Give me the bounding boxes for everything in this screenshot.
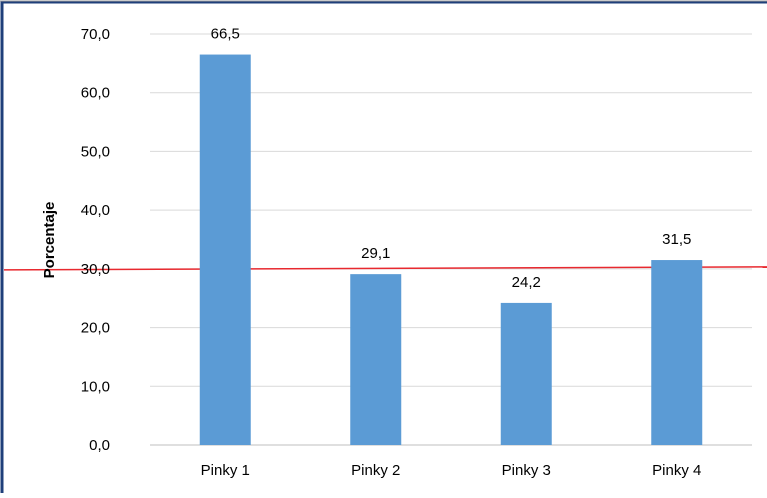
y-axis-ticks: 0,0 10,0 20,0 30,0 40,0 50,0 60,0 70,0: [81, 26, 110, 454]
y-tick-label: 40,0: [81, 202, 110, 219]
reference-line-layer: [3, 266, 767, 271]
y-tick-label: 0,0: [89, 437, 110, 454]
y-tick-label: 30,0: [81, 261, 110, 278]
bar: [350, 274, 402, 445]
data-label: 31,5: [662, 231, 691, 248]
y-tick-label: 10,0: [81, 378, 110, 395]
x-tick-label: Pinky 2: [351, 462, 400, 479]
x-tick-label: Pinky 1: [201, 462, 250, 479]
x-tick-label: Pinky 4: [652, 462, 701, 479]
data-labels: 66,5 29,1 24,2 31,5: [211, 26, 692, 291]
reference-line: [3, 266, 767, 271]
data-label: 66,5: [211, 26, 240, 43]
bar: [500, 302, 552, 445]
y-tick-label: 20,0: [81, 320, 110, 337]
y-tick-label: 60,0: [81, 85, 110, 102]
bar: [199, 54, 251, 446]
x-tick-label: Pinky 3: [502, 462, 551, 479]
bars: [199, 54, 703, 446]
data-label: 24,2: [512, 274, 541, 291]
y-tick-label: 70,0: [81, 26, 110, 43]
y-axis-title: Porcentaje: [41, 202, 58, 279]
x-axis-ticks: Pinky 1 Pinky 2 Pinky 3 Pinky 4: [201, 462, 702, 479]
bar: [651, 260, 703, 445]
y-tick-label: 50,0: [81, 143, 110, 160]
data-label: 29,1: [361, 245, 390, 262]
